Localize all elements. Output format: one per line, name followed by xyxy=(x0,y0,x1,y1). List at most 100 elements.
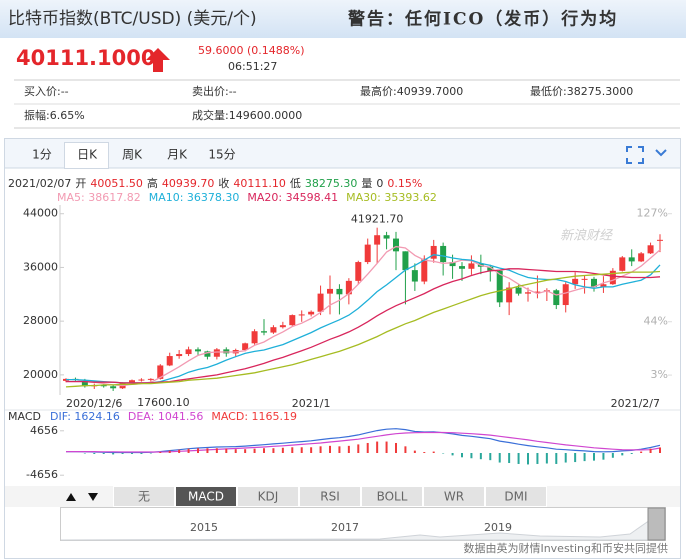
macd-bar xyxy=(602,453,605,460)
max-label: 41921.70 xyxy=(351,213,404,226)
macd-bar xyxy=(461,453,463,458)
indicator-tab[interactable] xyxy=(113,486,175,507)
macd-bar xyxy=(178,449,181,453)
info-date: 2021/02/07 xyxy=(8,177,71,190)
candle-body xyxy=(251,331,258,344)
tab[interactable]: 15分 xyxy=(208,148,235,162)
indicator-tab-label[interactable]: 无 xyxy=(138,490,150,504)
macd-bar xyxy=(432,451,435,453)
indicator-tab[interactable] xyxy=(237,486,299,507)
candle-body xyxy=(468,263,475,269)
info-label: 低 xyxy=(290,177,301,190)
collapse-icon[interactable] xyxy=(655,149,667,157)
candle-body xyxy=(581,278,588,280)
change: 59.6000 (0.1488%) xyxy=(198,44,305,57)
tab[interactable]: 日K xyxy=(77,148,98,162)
macd-bar xyxy=(225,448,228,453)
candle-body xyxy=(609,270,616,285)
candle-body xyxy=(449,262,456,267)
indicator-tab-label[interactable]: MACD xyxy=(188,490,224,504)
y2-tick-label: 127% xyxy=(637,207,668,220)
macd-bar xyxy=(197,448,199,453)
legend-entry: MA30: 35393.62 xyxy=(346,191,437,204)
candle-body xyxy=(600,284,607,287)
candle-body xyxy=(534,291,541,293)
candle-body xyxy=(374,235,381,245)
macd-bar xyxy=(470,453,473,459)
indicator-tab[interactable] xyxy=(485,486,547,507)
candle-body xyxy=(515,287,522,294)
candle-body xyxy=(308,311,315,315)
macd-bar xyxy=(159,452,162,453)
candle-body xyxy=(430,245,437,259)
candle-body xyxy=(317,293,324,312)
macd-bar xyxy=(93,453,96,454)
x-tick-label: 2021/1 xyxy=(292,397,331,410)
scroll-down[interactable] xyxy=(88,493,98,501)
macd-bar xyxy=(649,448,652,453)
macd-bar xyxy=(593,453,595,461)
candle-body xyxy=(213,349,220,357)
macd-bar xyxy=(310,447,313,453)
macd-bar xyxy=(395,442,397,453)
candle-body xyxy=(327,288,333,294)
info-value: 38275.30 xyxy=(305,177,358,190)
macd-title: MACD xyxy=(8,410,41,423)
legend-entry: DIF: 1624.16 xyxy=(50,410,120,423)
indicator-tab[interactable] xyxy=(423,486,485,507)
y-tick-label: 28000 xyxy=(23,314,58,327)
candle-body xyxy=(553,290,560,306)
macd-bar xyxy=(423,452,426,453)
candle-body xyxy=(298,314,305,316)
info-label: 高 xyxy=(147,176,158,190)
tab[interactable]: 周K xyxy=(122,148,143,162)
scroll-up[interactable] xyxy=(66,493,76,501)
macd-bar xyxy=(413,450,416,453)
expand-icon[interactable] xyxy=(626,146,644,164)
y2-tick-label: 3% xyxy=(651,368,668,381)
tab[interactable]: 1分 xyxy=(32,148,52,162)
macd-bar xyxy=(451,453,454,456)
tab[interactable]: 月K xyxy=(167,148,188,162)
legend-entry: MA5: 38617.82 xyxy=(57,191,141,204)
macd-bar xyxy=(517,453,520,464)
candle-body xyxy=(355,262,362,281)
indicator-tab-label[interactable]: WR xyxy=(444,490,464,504)
macd-bar xyxy=(630,453,633,454)
indicator-tab-label[interactable]: KDJ xyxy=(258,490,279,504)
info-value: 40051.50 xyxy=(90,177,143,190)
min-label: 17600.10 xyxy=(137,396,190,409)
indicator-tab[interactable] xyxy=(361,486,423,507)
macd-line xyxy=(66,428,661,454)
candle-body xyxy=(647,245,654,254)
macd-bar xyxy=(574,453,577,463)
candle-body xyxy=(129,380,135,383)
ma-line xyxy=(66,254,661,384)
macd-bar xyxy=(102,453,105,454)
macd-bar xyxy=(508,453,511,464)
indicator-tab-label[interactable]: BOLL xyxy=(377,490,408,504)
indicator-tab[interactable] xyxy=(175,486,237,507)
macd-bar xyxy=(347,445,350,453)
navigator-handle[interactable] xyxy=(647,507,666,541)
legend-entry: MACD: 1165.19 xyxy=(211,410,297,423)
indicator-tab-label[interactable]: DMI xyxy=(504,490,527,504)
macd-bar xyxy=(329,445,331,453)
macd-bar xyxy=(479,453,482,460)
macd-bar xyxy=(131,453,133,454)
y2-tick-label: 44% xyxy=(644,315,668,328)
candle-body xyxy=(100,384,107,387)
title: 比特币指数(BTC/USD) (美元/个) xyxy=(8,9,257,29)
candle-body xyxy=(402,251,409,271)
candle-body xyxy=(421,258,428,282)
macd-bar xyxy=(621,453,624,456)
indicator-tab[interactable] xyxy=(299,486,361,507)
candle-body xyxy=(195,349,201,352)
candle-body xyxy=(487,266,494,271)
candle-body xyxy=(393,238,399,252)
indicator-tab-label[interactable]: RSI xyxy=(320,490,340,504)
macd-bar xyxy=(564,453,567,463)
ma-line xyxy=(65,270,661,388)
